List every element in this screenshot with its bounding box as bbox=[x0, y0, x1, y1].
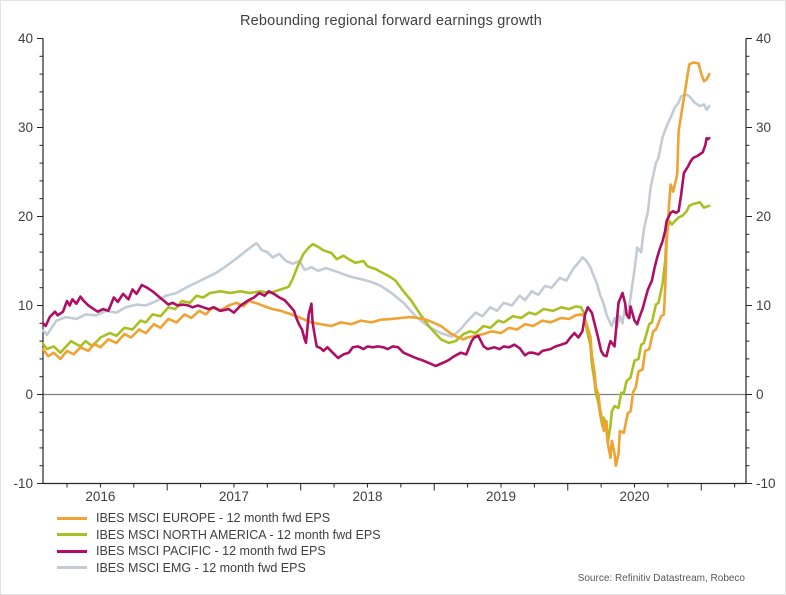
series-line-pacific bbox=[41, 136, 711, 368]
x-tick-label: 2019 bbox=[486, 489, 516, 504]
y-tick-label-left: -10 bbox=[13, 476, 33, 491]
x-tick-label: 2017 bbox=[219, 489, 249, 504]
y-tick-label-right: 10 bbox=[756, 298, 771, 313]
legend-swatch-north-america bbox=[57, 533, 87, 537]
x-tick-label: 2018 bbox=[352, 489, 382, 504]
legend-swatch-pacific bbox=[57, 549, 87, 553]
y-tick-label-left: 10 bbox=[18, 298, 33, 313]
legend-label-europe: IBES MSCI EUROPE - 12 month fwd EPS bbox=[96, 511, 331, 526]
legend-label-emg: IBES MSCI EMG - 12 month fwd EPS bbox=[96, 560, 306, 575]
legend-item-europe: IBES MSCI EUROPE - 12 month fwd EPS bbox=[57, 510, 381, 527]
legend-item-pacific: IBES MSCI PACIFIC - 12 month fwd EPS bbox=[57, 543, 381, 560]
legend: IBES MSCI EUROPE - 12 month fwd EPS IBES … bbox=[57, 510, 381, 576]
y-tick-label-left: 40 bbox=[18, 31, 33, 46]
y-tick-label-left: 20 bbox=[18, 209, 33, 224]
series-line-north-america bbox=[41, 201, 711, 444]
source-credit: Source: Refinitiv Datastream, Robeco bbox=[577, 573, 745, 584]
x-tick-label: 2016 bbox=[85, 489, 115, 504]
series-line-europe bbox=[41, 61, 711, 468]
x-tick-label: 2020 bbox=[619, 489, 649, 504]
y-tick-label-left: 0 bbox=[25, 387, 33, 402]
y-tick-label-right: 30 bbox=[756, 120, 771, 135]
legend-swatch-europe bbox=[57, 516, 87, 520]
chart-title: Rebounding regional forward earnings gro… bbox=[239, 13, 542, 29]
y-tick-label-right: 20 bbox=[756, 209, 771, 224]
y-tick-label-left: 30 bbox=[18, 120, 33, 135]
legend-label-pacific: IBES MSCI PACIFIC - 12 month fwd EPS bbox=[96, 544, 326, 559]
legend-item-emg: IBES MSCI EMG - 12 month fwd EPS bbox=[57, 560, 381, 577]
y-tick-label-right: 0 bbox=[756, 387, 764, 402]
legend-item-north-america: IBES MSCI NORTH AMERICA - 12 month fwd E… bbox=[57, 527, 381, 544]
y-tick-label-right: 40 bbox=[756, 31, 771, 46]
y-tick-label-right: -10 bbox=[756, 476, 776, 491]
legend-swatch-emg bbox=[57, 566, 87, 570]
legend-label-north-america: IBES MSCI NORTH AMERICA - 12 month fwd E… bbox=[96, 527, 381, 542]
series-line-emg bbox=[41, 93, 711, 338]
